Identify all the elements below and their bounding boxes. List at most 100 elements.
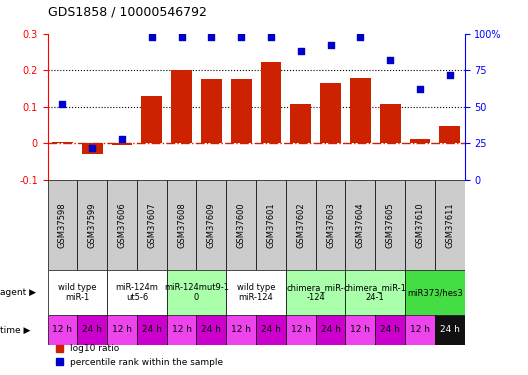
Bar xyxy=(286,315,316,345)
Bar xyxy=(375,180,405,270)
Text: GSM37607: GSM37607 xyxy=(147,202,156,248)
Bar xyxy=(260,62,281,144)
Bar xyxy=(256,315,286,345)
Point xyxy=(177,34,186,40)
Text: wild type
miR-124: wild type miR-124 xyxy=(237,283,275,302)
Bar xyxy=(77,315,107,345)
Point xyxy=(297,48,305,54)
Point xyxy=(207,34,215,40)
Bar xyxy=(82,144,102,154)
Text: 24 h: 24 h xyxy=(261,326,281,334)
Text: 12 h: 12 h xyxy=(231,326,251,334)
Text: GSM37611: GSM37611 xyxy=(445,202,454,248)
Text: GSM37606: GSM37606 xyxy=(118,202,127,248)
Point xyxy=(356,34,364,40)
Bar xyxy=(227,270,286,315)
Text: miR-124m
ut5-6: miR-124m ut5-6 xyxy=(116,283,158,302)
Text: wild type
miR-1: wild type miR-1 xyxy=(58,283,97,302)
Point xyxy=(267,34,275,40)
Bar xyxy=(196,180,227,270)
Bar xyxy=(171,70,192,144)
Bar xyxy=(380,104,401,144)
Point xyxy=(118,136,126,142)
Text: agent ▶: agent ▶ xyxy=(0,288,36,297)
Text: 24 h: 24 h xyxy=(380,326,400,334)
Text: GSM37599: GSM37599 xyxy=(88,202,97,248)
Text: chimera_miR-1
24-1: chimera_miR-1 24-1 xyxy=(344,283,407,302)
Point xyxy=(148,34,156,40)
Bar xyxy=(196,315,227,345)
Bar xyxy=(48,315,77,345)
Bar xyxy=(201,80,222,144)
Bar xyxy=(405,180,435,270)
Text: 24 h: 24 h xyxy=(202,326,221,334)
Bar xyxy=(316,180,345,270)
Bar xyxy=(137,315,167,345)
Text: GDS1858 / 10000546792: GDS1858 / 10000546792 xyxy=(48,6,206,19)
Text: GSM37604: GSM37604 xyxy=(356,202,365,248)
Text: 12 h: 12 h xyxy=(291,326,311,334)
Text: 12 h: 12 h xyxy=(52,326,72,334)
Bar xyxy=(405,270,465,315)
Bar xyxy=(375,315,405,345)
Bar xyxy=(410,139,430,144)
Point xyxy=(446,72,454,78)
Text: miR-124mut9-1
0: miR-124mut9-1 0 xyxy=(164,283,229,302)
Text: 12 h: 12 h xyxy=(410,326,430,334)
Bar xyxy=(345,270,405,315)
Bar xyxy=(107,180,137,270)
Text: 12 h: 12 h xyxy=(172,326,192,334)
Text: miR373/hes3: miR373/hes3 xyxy=(407,288,463,297)
Point xyxy=(416,86,424,92)
Bar xyxy=(227,315,256,345)
Bar xyxy=(167,315,196,345)
Bar xyxy=(345,180,375,270)
Text: 24 h: 24 h xyxy=(320,326,341,334)
Bar xyxy=(107,270,167,315)
Text: GSM37608: GSM37608 xyxy=(177,202,186,248)
Text: GSM37603: GSM37603 xyxy=(326,202,335,248)
Bar xyxy=(316,315,345,345)
Bar xyxy=(286,270,345,315)
Bar xyxy=(320,83,341,144)
Bar xyxy=(52,142,73,144)
Bar xyxy=(107,315,137,345)
Legend: log10 ratio, percentile rank within the sample: log10 ratio, percentile rank within the … xyxy=(52,341,227,370)
Text: GSM37601: GSM37601 xyxy=(267,202,276,248)
Bar xyxy=(48,180,77,270)
Bar xyxy=(48,270,107,315)
Bar xyxy=(405,315,435,345)
Point xyxy=(58,101,67,107)
Bar xyxy=(350,78,371,144)
Bar xyxy=(286,180,316,270)
Point xyxy=(386,57,394,63)
Bar xyxy=(231,79,252,144)
Text: GSM37600: GSM37600 xyxy=(237,202,246,248)
Text: GSM37598: GSM37598 xyxy=(58,202,67,248)
Bar xyxy=(290,104,311,144)
Point xyxy=(326,42,335,48)
Text: 12 h: 12 h xyxy=(112,326,132,334)
Bar xyxy=(167,180,196,270)
Bar xyxy=(137,180,167,270)
Bar xyxy=(256,180,286,270)
Text: chimera_miR-
-124: chimera_miR- -124 xyxy=(287,283,344,302)
Text: GSM37605: GSM37605 xyxy=(385,202,394,248)
Bar xyxy=(111,144,133,145)
Text: GSM37609: GSM37609 xyxy=(207,202,216,248)
Bar xyxy=(77,180,107,270)
Text: 12 h: 12 h xyxy=(351,326,370,334)
Text: 24 h: 24 h xyxy=(440,326,460,334)
Bar xyxy=(345,315,375,345)
Bar xyxy=(439,126,460,144)
Text: 24 h: 24 h xyxy=(82,326,102,334)
Bar xyxy=(227,180,256,270)
Point xyxy=(88,145,97,151)
Bar xyxy=(435,315,465,345)
Bar xyxy=(167,270,227,315)
Point xyxy=(237,34,246,40)
Text: 24 h: 24 h xyxy=(142,326,162,334)
Bar xyxy=(435,180,465,270)
Text: time ▶: time ▶ xyxy=(0,326,31,334)
Bar xyxy=(142,96,162,144)
